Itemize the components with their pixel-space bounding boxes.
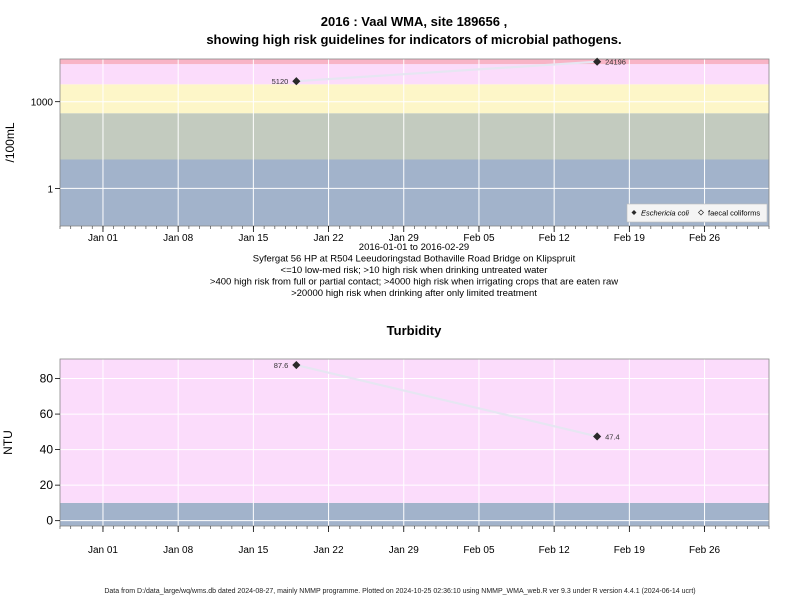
caption-line: >400 high risk from full or partial cont… [210, 277, 618, 288]
x-tick-label: Feb 19 [614, 233, 646, 244]
caption-line: 2016-01-01 to 2016-02-29 [359, 242, 469, 253]
legend-marker-filled [631, 210, 637, 215]
legend-label: faecal coliforms [708, 209, 760, 218]
x-tick-label: Jan 29 [389, 545, 419, 556]
caption-line: Syfergat 56 HP at R504 Leeudoringstad Bo… [253, 254, 576, 265]
y-axis-label: NTU [1, 430, 15, 455]
risk-band-1 [60, 113, 769, 160]
caption-line: >20000 high risk when drinking after onl… [291, 288, 537, 299]
y-tick-label: 80 [40, 372, 54, 386]
legend-label: Eschericia coli [641, 209, 689, 218]
x-tick-label: Feb 05 [463, 233, 495, 244]
x-tick-label: Feb 19 [614, 545, 646, 556]
y-tick-label: 1000 [31, 98, 54, 109]
x-tick-label: Feb 26 [689, 233, 721, 244]
y-tick-label: 0 [46, 514, 53, 528]
risk-band-0 [60, 502, 769, 526]
data-label: 5120 [272, 77, 289, 86]
turbidity-chart: Jan 01 Jan 08 Jan 15 Jan 22 Jan 29 Feb 05 Feb … [1, 323, 770, 556]
x-tick-label: Jan 08 [163, 545, 193, 556]
x-tick-label: Feb 12 [539, 545, 571, 556]
data-point [593, 432, 602, 441]
x-tick-label: Jan 15 [238, 233, 268, 244]
data-point [292, 360, 301, 370]
y-axis-label: /100mL [3, 122, 17, 162]
x-tick-label: Feb 05 [463, 545, 495, 556]
legend-box [626, 203, 768, 223]
y-tick-label: 40 [40, 443, 54, 457]
chart-title: Turbidity [387, 323, 442, 338]
series-line [296, 363, 598, 438]
x-tick-label: Feb 12 [539, 233, 571, 244]
data-label: 87.6 [274, 361, 289, 370]
y-tick-label: 20 [40, 478, 54, 492]
data-point [593, 57, 602, 66]
figure-title-line1: 2016 : Vaal WMA, site 189656 , [321, 14, 507, 29]
x-tick-label: Jan 22 [314, 545, 344, 556]
series-line [296, 60, 598, 83]
x-tick-label: Feb 26 [689, 545, 721, 556]
x-tick-label: Jan 01 [88, 545, 118, 556]
risk-band-4 [60, 59, 769, 65]
y-tick-label: 1 [47, 184, 53, 195]
risk-band-1 [60, 359, 769, 503]
data-point [292, 77, 301, 86]
x-tick-label: Jan 01 [88, 233, 118, 244]
legend-marker-open [698, 209, 704, 216]
x-tick-label: Jan 08 [163, 233, 193, 244]
x-tick-label: Jan 29 [389, 233, 419, 244]
figure-title-line2: showing high risk guidelines for indicat… [206, 32, 621, 47]
x-tick-label: Jan 15 [238, 545, 268, 556]
footer-note: Data from D:/data_large/wq/wms.db dated … [104, 588, 696, 595]
data-label: 24196 [605, 58, 626, 67]
risk-band-2 [60, 84, 769, 114]
data-label: 47.4 [605, 432, 620, 441]
caption-line: <=10 low-med risk; >10 high risk when dr… [281, 265, 548, 276]
x-tick-label: Jan 22 [314, 233, 344, 244]
y-tick-label: 60 [40, 407, 54, 421]
microbial-chart: Jan 01 Jan 08 Jan 15 Jan 22 Jan 29 Feb 05 Feb … [3, 57, 770, 299]
